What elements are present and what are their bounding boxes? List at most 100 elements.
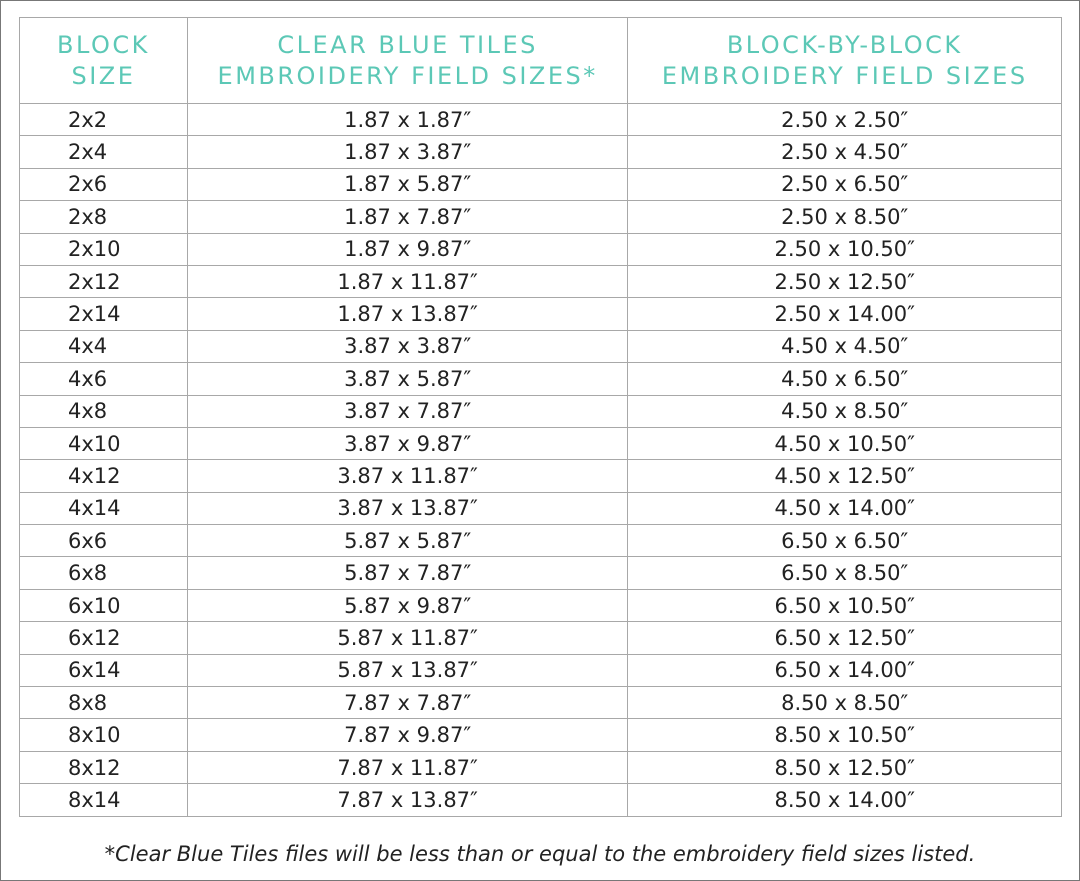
block-size-cell: 6x10: [19, 588, 188, 623]
block-size-cell: 2x14: [19, 297, 188, 331]
clear-blue-tiles-cell: 5.87 x 7.87″: [186, 556, 629, 590]
block-size-cell: 2x4: [19, 135, 188, 169]
block-by-block-cell: 2.50 x 4.50″: [627, 135, 1062, 169]
clear-blue-tiles-cell: 1.87 x 7.87″: [186, 200, 629, 234]
table-row: 8x12 7.87 x 11.87″ 8.50 x 12.50″: [19, 750, 1062, 785]
block-size-cell: 6x14: [19, 653, 188, 688]
header-clear-blue-tiles: CLEAR BLUE TILES EMBROIDERY FIELD SIZES*: [186, 17, 629, 104]
table-row: 2x8 1.87 x 7.87″ 2.50 x 8.50″: [19, 200, 1062, 234]
table-row: 4x10 3.87 x 9.87″ 4.50 x 10.50″: [19, 426, 1062, 461]
table-row: 4x6 3.87 x 5.87″ 4.50 x 6.50″: [19, 362, 1062, 396]
block-size-cell: 6x8: [19, 556, 188, 590]
table-row: 6x6 5.87 x 5.87″ 6.50 x 6.50″: [19, 524, 1062, 558]
clear-blue-tiles-cell: 7.87 x 9.87″: [186, 718, 629, 752]
table-row: 2x4 1.87 x 3.87″ 2.50 x 4.50″: [19, 135, 1062, 169]
clear-blue-tiles-cell: 1.87 x 1.87″: [186, 102, 629, 137]
clear-blue-tiles-cell: 7.87 x 7.87″: [186, 686, 629, 720]
block-size-cell: 4x10: [19, 426, 188, 461]
block-size-cell: 6x6: [19, 524, 188, 558]
table-row: 4x8 3.87 x 7.87″ 4.50 x 8.50″: [19, 394, 1062, 428]
clear-blue-tiles-cell: 1.87 x 5.87″: [186, 167, 629, 202]
embroidery-size-table: BLOCK SIZE CLEAR BLUE TILES EMBROIDERY FIE…: [19, 17, 1062, 817]
block-size-cell: 2x12: [19, 264, 188, 299]
clear-blue-tiles-cell: 1.87 x 13.87″: [186, 297, 629, 331]
table-row: 4x12 3.87 x 11.87″ 4.50 x 12.50″: [19, 459, 1062, 493]
header-row: BLOCK SIZE CLEAR BLUE TILES EMBROIDERY FIE…: [19, 17, 1062, 104]
block-size-cell: 2x10: [19, 232, 188, 266]
footnote: *Clear Blue Tiles files will be less tha…: [104, 842, 976, 866]
block-size-cell: 8x8: [19, 686, 188, 720]
block-by-block-cell: 2.50 x 14.00″: [627, 297, 1062, 331]
header-line: EMBROIDERY FIELD SIZES: [661, 61, 1028, 90]
table-row: 2x6 1.87 x 5.87″ 2.50 x 6.50″: [19, 167, 1062, 202]
table-row: 4x14 3.87 x 13.87″ 4.50 x 14.00″: [19, 491, 1062, 526]
table-row: 8x8 7.87 x 7.87″ 8.50 x 8.50″: [19, 686, 1062, 720]
header-line: BLOCK-BY-BLOCK: [726, 30, 963, 59]
block-by-block-cell: 4.50 x 8.50″: [627, 394, 1062, 428]
block-by-block-cell: 6.50 x 12.50″: [627, 621, 1062, 655]
table-row: 6x12 5.87 x 11.87″ 6.50 x 12.50″: [19, 621, 1062, 655]
block-size-cell: 6x12: [19, 621, 188, 655]
block-by-block-cell: 8.50 x 8.50″: [627, 686, 1062, 720]
block-size-cell: 4x12: [19, 459, 188, 493]
table-row: 6x8 5.87 x 7.87″ 6.50 x 8.50″: [19, 556, 1062, 590]
clear-blue-tiles-cell: 1.87 x 9.87″: [186, 232, 629, 266]
block-by-block-cell: 4.50 x 14.00″: [627, 491, 1062, 526]
block-by-block-cell: 6.50 x 6.50″: [627, 524, 1062, 558]
block-by-block-cell: 2.50 x 2.50″: [627, 102, 1062, 137]
block-by-block-cell: 4.50 x 10.50″: [627, 426, 1062, 461]
block-by-block-cell: 4.50 x 12.50″: [627, 459, 1062, 493]
block-size-cell: 2x6: [19, 167, 188, 202]
header-line: EMBROIDERY FIELD SIZES*: [217, 61, 598, 90]
clear-blue-tiles-cell: 3.87 x 3.87″: [186, 329, 629, 364]
table-row: 2x12 1.87 x 11.87″ 2.50 x 12.50″: [19, 264, 1062, 299]
clear-blue-tiles-cell: 3.87 x 7.87″: [186, 394, 629, 428]
block-by-block-cell: 2.50 x 10.50″: [627, 232, 1062, 266]
block-by-block-cell: 8.50 x 12.50″: [627, 750, 1062, 785]
block-size-cell: 2x8: [19, 200, 188, 234]
clear-blue-tiles-cell: 5.87 x 13.87″: [186, 653, 629, 688]
block-by-block-cell: 4.50 x 4.50″: [627, 329, 1062, 364]
block-by-block-cell: 2.50 x 6.50″: [627, 167, 1062, 202]
block-by-block-cell: 8.50 x 10.50″: [627, 718, 1062, 752]
table-row: 2x2 1.87 x 1.87″ 2.50 x 2.50″: [19, 102, 1062, 137]
clear-blue-tiles-cell: 3.87 x 11.87″: [186, 459, 629, 493]
block-size-cell: 4x6: [19, 362, 188, 396]
clear-blue-tiles-cell: 5.87 x 11.87″: [186, 621, 629, 655]
table-row: 4x4 3.87 x 3.87″ 4.50 x 4.50″: [19, 329, 1062, 364]
clear-blue-tiles-cell: 3.87 x 13.87″: [186, 491, 629, 526]
table-row: 6x10 5.87 x 9.87″ 6.50 x 10.50″: [19, 588, 1062, 623]
header-block-by-block: BLOCK-BY-BLOCK EMBROIDERY FIELD SIZES: [627, 17, 1062, 104]
block-by-block-cell: 6.50 x 8.50″: [627, 556, 1062, 590]
header-line: SIZE: [71, 61, 136, 90]
block-by-block-cell: 6.50 x 10.50″: [627, 588, 1062, 623]
table-row: 2x10 1.87 x 9.87″ 2.50 x 10.50″: [19, 232, 1062, 266]
table-row: 8x10 7.87 x 9.87″ 8.50 x 10.50″: [19, 718, 1062, 752]
table-row: 6x14 5.87 x 13.87″ 6.50 x 14.00″: [19, 653, 1062, 688]
block-size-cell: 4x4: [19, 329, 188, 364]
block-by-block-cell: 2.50 x 8.50″: [627, 200, 1062, 234]
clear-blue-tiles-cell: 7.87 x 13.87″: [186, 783, 629, 817]
block-by-block-cell: 6.50 x 14.00″: [627, 653, 1062, 688]
block-size-cell: 8x10: [19, 718, 188, 752]
header-block-size: BLOCK SIZE: [19, 17, 188, 104]
block-size-cell: 4x8: [19, 394, 188, 428]
block-size-cell: 8x14: [19, 783, 188, 817]
block-size-cell: 8x12: [19, 750, 188, 785]
table-row: 2x14 1.87 x 13.87″ 2.50 x 14.00″: [19, 297, 1062, 331]
block-by-block-cell: 8.50 x 14.00″: [627, 783, 1062, 817]
clear-blue-tiles-cell: 3.87 x 9.87″: [186, 426, 629, 461]
block-size-cell: 4x14: [19, 491, 188, 526]
clear-blue-tiles-cell: 3.87 x 5.87″: [186, 362, 629, 396]
clear-blue-tiles-cell: 5.87 x 9.87″: [186, 588, 629, 623]
block-size-cell: 2x2: [19, 102, 188, 137]
block-by-block-cell: 2.50 x 12.50″: [627, 264, 1062, 299]
header-line: CLEAR BLUE TILES: [277, 30, 538, 59]
clear-blue-tiles-cell: 1.87 x 3.87″: [186, 135, 629, 169]
clear-blue-tiles-cell: 7.87 x 11.87″: [186, 750, 629, 785]
clear-blue-tiles-cell: 5.87 x 5.87″: [186, 524, 629, 558]
header-line: BLOCK: [57, 30, 150, 59]
clear-blue-tiles-cell: 1.87 x 11.87″: [186, 264, 629, 299]
table-row: 8x14 7.87 x 13.87″ 8.50 x 14.00″: [19, 783, 1062, 817]
block-by-block-cell: 4.50 x 6.50″: [627, 362, 1062, 396]
